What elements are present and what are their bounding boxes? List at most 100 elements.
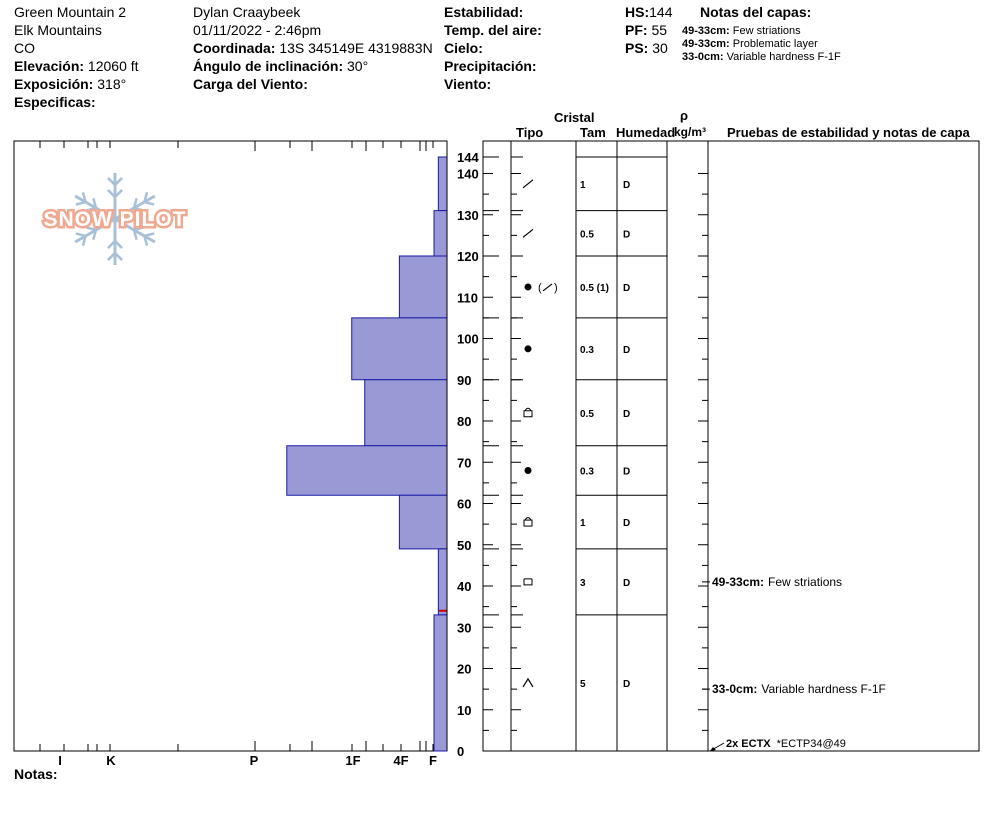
layer-note-range: 49-33cm: (682, 25, 730, 37)
hardness-bar (437, 156, 448, 212)
stability-label: Estabilidad: (444, 4, 524, 20)
density-unit-header: kg/m³ (674, 125, 707, 139)
aspect-label: Exposición: (14, 76, 94, 92)
flake-branch (132, 229, 138, 240)
hs-value: 144 (649, 4, 673, 20)
flake-branch (75, 200, 86, 206)
hardness-scale-label: F (429, 753, 437, 768)
flake-branch (75, 232, 86, 238)
layer-note-text: Variable hardness F-1F (726, 51, 841, 63)
hardness-scale-label: 1F (345, 753, 360, 768)
flake-branch (144, 200, 155, 206)
grain-symbol (524, 345, 532, 353)
depth-tick-label: 30 (457, 620, 471, 635)
flake-branch (92, 198, 98, 209)
state-name: CO (14, 40, 35, 56)
grain-size-value: 0.3 (580, 345, 594, 356)
precip-label: Precipitación: (444, 58, 537, 74)
flake-branch (114, 189, 123, 198)
depth-tick-label: 100 (457, 332, 479, 347)
elevation-row: Elevación: 12060 ft (14, 58, 139, 74)
hardness-scale-label: 4F (393, 753, 408, 768)
grain-symbol (522, 677, 534, 688)
layer-note: 33-0cm: Variable hardness F-1F (682, 51, 841, 63)
slope-row: Ángulo de inclinación: 30° (193, 58, 368, 74)
grain-size-value: 1 (580, 518, 586, 529)
pf-label: PF: (625, 22, 648, 38)
depth-tick-label: 140 (457, 167, 479, 182)
elevation-value: 12060 ft (87, 58, 139, 74)
coordinate-label: Coordinada: (193, 40, 276, 56)
layer-note-text: Few striations (732, 25, 801, 37)
flake-branch (143, 192, 149, 203)
coordinate-row: Coordinada: 13S 345149E 4319883N (193, 40, 433, 56)
specifics-label: Especificas: (14, 94, 96, 110)
flake-branch (114, 177, 123, 186)
stability-note-range: 33-0cm: (712, 682, 757, 696)
rho-header: ρ (680, 108, 689, 123)
flake-arm (114, 194, 156, 221)
snowflake-icon (74, 173, 156, 265)
ps-row: PS: 30 (625, 40, 668, 56)
grain-symbol: () (524, 282, 558, 294)
stability-note-text: Variable hardness F-1F (761, 682, 886, 696)
aspect-row: Exposición: 318° (14, 76, 126, 92)
flake-arm (114, 217, 156, 244)
tipo-header: Tipo (516, 125, 544, 140)
depth-axis: 0 10 20 30 40 50 60 70 80 90 100 110 120 130 140 144 (446, 141, 479, 759)
range-name: Elk Mountains (14, 22, 102, 38)
flake-branch (92, 229, 98, 240)
grain-table: 1 D 0.5 D () 0.5 (1) D 0.3 D 0.5 D 0.3 D 1 D 3 D 5 D 49-33c… (482, 140, 980, 752)
stability-test-pointer (709, 742, 725, 752)
hs-row: HS:144 (625, 4, 672, 20)
sky-label: Cielo: (444, 40, 483, 56)
humedad-header: Humedad (616, 125, 676, 140)
flake-arm (74, 217, 116, 244)
hardness-panel: I K P 1F 4F F (13, 140, 448, 768)
depth-tick-label: 0 (457, 744, 464, 759)
grain-symbol (523, 407, 533, 418)
grain-symbol (522, 228, 534, 238)
hardness-bar (398, 494, 448, 550)
cristal-header: Cristal (554, 110, 595, 125)
flake-branch (85, 226, 97, 232)
coordinate-value: 13S 345149E 4319883N (279, 40, 433, 56)
flake-branch (81, 235, 87, 246)
depth-tick-label: 90 (457, 373, 471, 388)
grain-slash-mark (522, 228, 534, 238)
grain-size-value: 0.5 (580, 409, 594, 420)
grain-arc-mark (524, 407, 532, 412)
stability-test-label: 2x ECTX (726, 738, 771, 750)
grain-slash-mark (522, 179, 534, 189)
site-name: Green Mountain 2 (14, 4, 127, 20)
grain-symbol (523, 578, 533, 586)
grain-slash-mark (542, 283, 553, 292)
grain-cup-mark (523, 578, 533, 586)
flake-branch (144, 232, 155, 238)
flake-branch (107, 252, 116, 261)
slope-label: Ángulo de inclinación: (193, 58, 344, 74)
wind-label: Viento: (444, 76, 492, 92)
grain-dot-mark (524, 467, 532, 474)
hardness-scale-label: P (250, 753, 259, 768)
depth-tick-label: 10 (457, 703, 471, 718)
notes-label: Notas: (14, 766, 58, 782)
tam-header: Tam (580, 125, 606, 140)
grain-paren-mark: ) (554, 282, 558, 294)
layer-note-text: Problematic layer (732, 38, 818, 50)
grain-size-value: 0.5 (1) (580, 283, 609, 294)
aspect-value: 318° (97, 76, 127, 92)
moisture-value: D (623, 229, 630, 240)
table-frame (482, 140, 980, 752)
depth-tick-label: 110 (457, 290, 478, 305)
depth-tick-label: 144 (457, 150, 479, 165)
hardness-bar (433, 614, 448, 752)
grain-size-value: 0.3 (580, 467, 594, 478)
stability-note-text: Few striations (768, 575, 842, 589)
flake-arm (74, 194, 116, 221)
moisture-value: D (623, 578, 630, 589)
hardness-bar (364, 379, 448, 447)
hardness-scale-label: K (106, 753, 116, 768)
stability-note: 33-0cm: Variable hardness F-1F (712, 682, 886, 696)
grain-symbol (524, 467, 532, 474)
